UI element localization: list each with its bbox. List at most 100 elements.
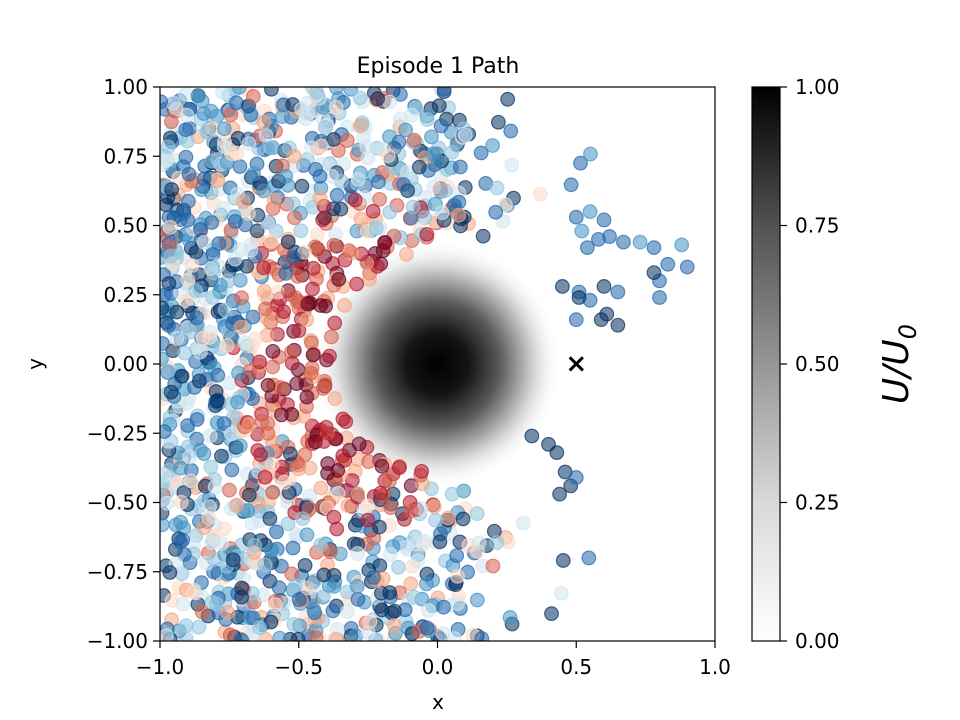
colorbar-label: U/U0 [876,324,922,404]
scatter-point [417,210,433,226]
scatter-point [266,192,282,208]
scatter-point [220,605,236,620]
y-tick-label: 0.75 [103,144,148,168]
scatter-point [160,153,174,168]
scatter-point [275,109,290,124]
scatter-point [189,412,205,427]
scatter-point [216,121,232,137]
scatter-point [189,310,204,326]
scatter-point [571,290,587,305]
scatter-point [174,368,190,384]
scatter-point [303,365,319,381]
scatter-point [243,107,259,123]
scatter-point [216,416,232,431]
scatter-point [203,459,219,475]
scatter-point [290,631,306,641]
scatter-point [368,220,384,236]
scatter-point [500,91,516,107]
colorbar-tick-label: 0.75 [795,214,840,238]
scatter-point [315,212,330,228]
y-tick-label: −0.25 [87,421,148,445]
scatter-point [183,473,199,489]
scatter-point [405,199,421,215]
scatter-point [294,101,309,117]
scatter-point [372,191,387,207]
scatter-point [160,495,175,511]
scatter-point [289,376,305,392]
scatter-point [424,129,439,145]
scatter-point [317,120,333,135]
colorbar-tick-label: 0.25 [795,491,840,515]
scatter-point [257,557,273,573]
x-tick-label: 1.0 [699,655,731,679]
scatter-point [387,603,402,619]
scatter-point [679,259,695,275]
scatter-point [317,376,333,392]
y-axis-label: y [23,358,47,370]
scatter-point [471,535,487,551]
scatter-point [596,212,612,228]
scatter-point [674,237,690,253]
scatter-point [235,194,251,209]
scatter-point [362,271,377,287]
scatter-point [299,312,315,328]
scatter-point [191,88,207,104]
scatter-point [308,630,324,641]
scatter-point [318,419,334,435]
scatter-point [280,516,296,532]
scatter-point [313,298,329,313]
scatter-point [426,499,442,515]
scatter-point [224,426,239,442]
scatter-point [382,94,398,110]
y-tick-label: 0.00 [103,352,148,376]
scatter-point [202,499,217,515]
scatter-point [419,576,434,592]
scatter-point [316,434,332,449]
scatter-point [451,194,467,210]
scatter-point [203,103,219,119]
scatter-point [652,290,667,305]
scatter-point [444,486,460,502]
scatter-point [241,487,257,503]
scatter-point [294,178,310,194]
scatter-point [258,301,273,317]
scatter-point [217,302,233,318]
scatter-point [449,548,465,563]
scatter-point [404,107,420,123]
scatter-point [210,367,226,383]
scatter-point [204,535,220,550]
scatter-point [660,256,676,272]
scatter-point [349,276,365,292]
scatter-point [502,610,518,625]
scatter-point [264,87,279,97]
scatter-point [207,479,223,495]
potential-field [313,239,562,489]
scatter-point [579,240,595,256]
y-tick-label: −1.00 [87,629,148,653]
scatter-point [370,91,386,107]
scatter-point [173,460,188,476]
scatter-point [417,533,432,549]
scatter-point [253,447,269,463]
scatter-point [232,438,248,454]
scatter-point [488,204,504,220]
scatter-point [160,351,169,367]
scatter-point [398,122,414,138]
scatter-point [254,413,270,429]
scatter-point [180,193,196,209]
x-tick-label: 0.5 [560,655,592,679]
scatter-point [204,215,220,230]
scatter-point [287,578,303,594]
scatter-point [231,365,246,381]
scatter-point [599,306,615,322]
scatter-point [188,283,204,299]
scatter-point [163,248,179,264]
scatter-point [532,186,548,202]
scatter-point [365,203,381,219]
scatter-point [573,155,588,171]
scatter-point [374,602,390,618]
scatter-point [316,567,332,583]
scatter-point [568,470,584,485]
scatter-point [419,620,435,636]
scatter-point [219,338,235,353]
